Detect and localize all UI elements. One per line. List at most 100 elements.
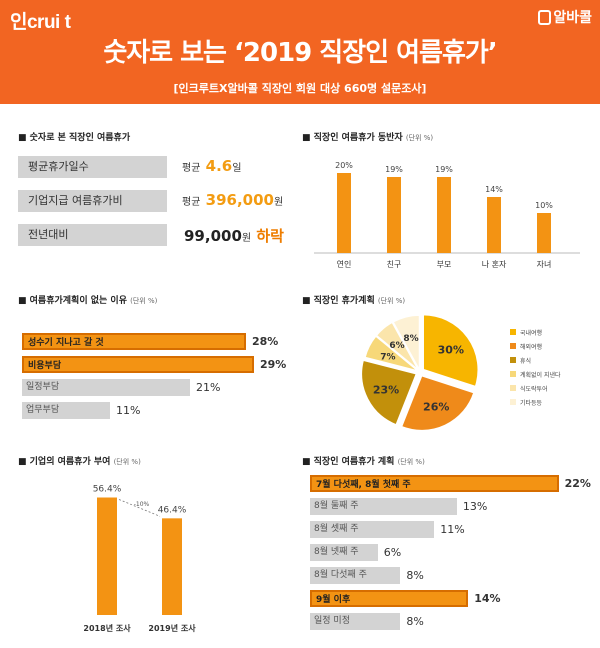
bar: 7월 다섯째, 8월 첫째 주 xyxy=(310,475,559,492)
companion-bar-chart: 20% 연인 19% 친구 19% 부모 14% 나 혼자 10% 자녀 xyxy=(314,161,580,269)
stat-suffix: 원 xyxy=(273,197,284,208)
bar: 성수기 지나고 갈 것 xyxy=(22,333,246,350)
albacall-logo-text: 알바콜 xyxy=(553,10,592,26)
bar: 8월 셋째 주 xyxy=(310,521,435,538)
stat-label-days: 평균휴가일수 xyxy=(18,156,167,178)
legend-label: 휴식 xyxy=(520,357,532,365)
pie-label: 30% xyxy=(438,344,464,357)
trend-arrow xyxy=(118,499,161,517)
bar xyxy=(337,173,351,253)
stat-label-allowance: 기업지급 여름휴가비 xyxy=(18,190,167,212)
pie-label: 8% xyxy=(403,334,418,344)
stat-number: 4.6 xyxy=(205,157,233,175)
change-annotation: -10% xyxy=(134,501,150,508)
bar: 9월 이후 xyxy=(310,590,469,607)
companion-title-text: ■ 직장인 여름휴가 동반자 xyxy=(302,133,403,143)
bar: 비용부담 xyxy=(22,356,254,373)
stat-number: 396,000 xyxy=(205,191,274,209)
pie-slice xyxy=(360,359,418,426)
legend-item: 기타등등 xyxy=(510,395,561,409)
data-label: 8% xyxy=(406,569,424,582)
timing-unit: (단위 %) xyxy=(397,458,425,466)
timing-chart-title: ■ 직장인 여름휴가 계획 (단위 %) xyxy=(302,454,425,467)
category-label: 2019년 조사 xyxy=(148,623,196,633)
company-leave-bar-chart: 56.4% 2018년 조사 46.4% 2019년 조사 -10% xyxy=(83,485,196,634)
no-plan-title-text: ■ 여름휴가계획이 없는 이유 xyxy=(18,296,127,306)
vacation-plan-unit: (단위 %) xyxy=(377,297,406,305)
bar xyxy=(97,497,117,615)
pie-slice xyxy=(400,374,475,432)
data-label: 21% xyxy=(196,381,221,394)
legend-item: 계획없이 지낸다 xyxy=(510,367,561,381)
companion-unit: (단위 %) xyxy=(405,134,434,142)
data-label: 11% xyxy=(116,404,141,417)
bar: 일정부담 xyxy=(22,379,190,396)
incruit-logo: 인crui t xyxy=(10,12,71,33)
phone-icon xyxy=(538,9,552,25)
data-label: 13% xyxy=(462,500,488,513)
data-label: 22% xyxy=(564,477,591,490)
stat-value-allowance: 평균 396,000원 xyxy=(182,191,283,209)
bar xyxy=(162,518,182,615)
legend-label: 기타등등 xyxy=(520,399,543,407)
data-label: 14% xyxy=(474,592,501,605)
bar xyxy=(487,197,501,253)
data-label: 6% xyxy=(383,546,402,559)
category-label: 나 혼자 xyxy=(482,259,507,269)
vacation-plan-pie-chart: 30% 26% 23% 7% 6%8% xyxy=(360,313,479,432)
bar xyxy=(437,177,451,253)
data-label: 19% xyxy=(435,165,453,174)
company-leave-chart-title: ■ 기업의 여름휴가 부여 (단위 %) xyxy=(18,454,141,467)
legend-swatch xyxy=(510,399,516,405)
legend-swatch xyxy=(510,329,516,335)
data-label: 20% xyxy=(335,161,353,170)
bar: 8월 넷째 주 xyxy=(310,544,378,561)
page-subtitle: [인크루트X알바콜 직장인 회원 대상 660명 설문조사] xyxy=(173,82,427,95)
company-leave-unit: (단위 %) xyxy=(113,458,141,466)
stat-number: 99,000 xyxy=(184,227,242,245)
stat-label-change: 전년대비 xyxy=(18,224,167,246)
legend-label: 식도락투어 xyxy=(520,385,548,393)
stat-value-change: 99,000원 하락 xyxy=(184,225,284,246)
bar xyxy=(537,213,551,253)
category-label: 부모 xyxy=(437,260,452,269)
data-label: 29% xyxy=(260,358,287,371)
pie-slice xyxy=(375,321,420,372)
bar: 일정 미정 xyxy=(310,613,401,630)
timing-title-text: ■ 직장인 여름휴가 계획 xyxy=(302,457,395,467)
pie-label: 6% xyxy=(389,341,404,351)
vacation-plan-chart-title: ■ 직장인 휴가계획 (단위 %) xyxy=(302,293,405,306)
legend-swatch xyxy=(510,357,516,363)
stat-prefix: 평균 xyxy=(182,197,201,208)
pie-slice xyxy=(364,334,419,372)
legend-label: 해외여행 xyxy=(520,343,543,351)
legend-label: 계획없이 지낸다 xyxy=(520,371,561,379)
stat-tail: 하락 xyxy=(256,227,284,245)
stat-value-days: 평균 4.6일 xyxy=(182,157,241,175)
stats-section-title: ■ 숫자로 본 직장인 여름휴가 xyxy=(18,133,131,143)
pie-label: 23% xyxy=(373,383,399,396)
category-label: 연인 xyxy=(337,259,352,269)
legend-item: 식도락투어 xyxy=(510,381,561,395)
category-label: 친구 xyxy=(387,259,402,269)
stat-suffix: 일 xyxy=(232,163,242,174)
legend-item: 휴식 xyxy=(510,353,561,367)
no-plan-unit: (단위 %) xyxy=(130,297,158,305)
data-label: 8% xyxy=(406,615,424,628)
pie-slice xyxy=(422,313,479,388)
legend-swatch xyxy=(510,385,516,391)
data-label: 28% xyxy=(252,335,279,348)
no-plan-chart-title: ■ 여름휴가계획이 없는 이유 (단위 %) xyxy=(18,293,157,306)
stat-prefix: 평균 xyxy=(182,163,201,174)
data-label: 14% xyxy=(485,185,503,194)
data-label: 10% xyxy=(535,201,553,210)
data-label: 56.4% xyxy=(93,485,122,495)
companion-chart-title: ■ 직장인 여름휴가 동반자 (단위 %) xyxy=(302,130,433,143)
bar: 업무부담 xyxy=(22,402,110,419)
legend-label: 국내여행 xyxy=(520,329,543,337)
bar: 8월 다섯째 주 xyxy=(310,567,401,584)
category-label: 자녀 xyxy=(537,260,552,269)
data-label: 11% xyxy=(440,523,465,536)
data-label: 19% xyxy=(385,165,403,174)
